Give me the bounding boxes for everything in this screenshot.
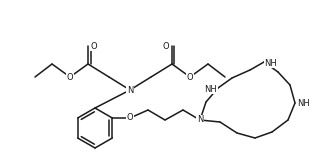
Text: O: O xyxy=(91,42,97,50)
Text: N: N xyxy=(197,116,203,125)
Text: O: O xyxy=(163,42,169,50)
Text: O: O xyxy=(67,72,73,81)
Text: NH: NH xyxy=(298,99,310,108)
Text: O: O xyxy=(187,72,193,81)
Text: O: O xyxy=(127,114,133,123)
Text: NH: NH xyxy=(264,58,277,67)
Text: NH: NH xyxy=(205,85,217,94)
Text: N: N xyxy=(127,86,133,95)
